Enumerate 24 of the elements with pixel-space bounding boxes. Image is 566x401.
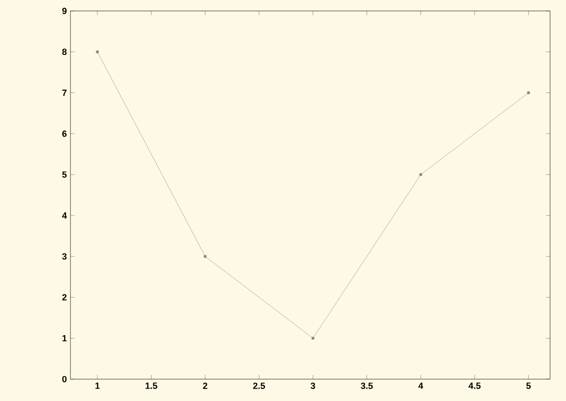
x-tick-label: 1.5 xyxy=(146,382,158,389)
point xyxy=(312,336,314,340)
y-tick-label: 9 xyxy=(62,8,67,14)
x-tick-label: 3.5 xyxy=(360,382,373,389)
x-tick-label: 4.5 xyxy=(468,382,481,389)
y-tick-label: 8 xyxy=(62,48,67,56)
x-tick-label: 2 xyxy=(202,382,208,389)
point xyxy=(419,173,422,176)
point xyxy=(527,91,530,94)
y-tick-label: 2 xyxy=(62,294,67,300)
y-tick-label: 0 xyxy=(62,376,67,382)
point xyxy=(96,50,99,54)
y-tick-label: 4 xyxy=(62,212,67,219)
x-tick-label: 2.5 xyxy=(253,382,266,389)
y-tick-label: 5 xyxy=(62,171,67,178)
y-tick-label: 3 xyxy=(62,253,67,260)
y-tick-label: 6 xyxy=(62,130,67,137)
x-tick-label: 4 xyxy=(418,382,424,389)
point xyxy=(204,255,207,258)
x-tick-label: 5 xyxy=(526,382,531,389)
x-tick-label: 3 xyxy=(310,382,316,389)
y-tick-label: 7 xyxy=(62,90,67,96)
x-tick-label: 1 xyxy=(95,382,100,389)
y-tick-label: 1 xyxy=(62,335,67,342)
